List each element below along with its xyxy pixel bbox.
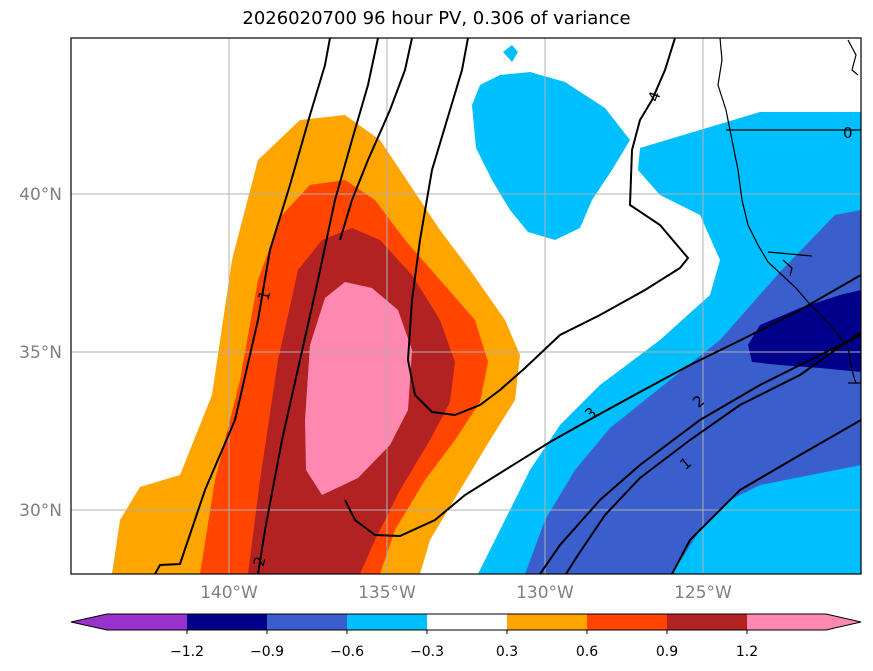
colorbar-bin [267, 614, 347, 630]
filled-contours [112, 45, 861, 574]
contour-label: 1 [254, 288, 274, 302]
plot-frame [70, 37, 862, 575]
x-tick-labels: 140°W 135°W 130°W 125°W [200, 583, 732, 603]
contour-1-east [671, 419, 861, 574]
colorbar-bin [747, 614, 826, 630]
pv-contours [154, 38, 861, 574]
contour-4 [406, 38, 690, 417]
colorbar-outline [70, 613, 862, 631]
y-tick-label: 40°N [19, 185, 62, 205]
colorbar-bin [507, 614, 587, 630]
contour-label: 2 [250, 555, 270, 569]
colorbar-bin [587, 614, 667, 630]
colorbar-label: 0.3 [496, 644, 518, 660]
map-title: 2026020700 96 hour PV, 0.306 of variance [242, 8, 631, 29]
y-tick-label: 35°N [19, 343, 62, 363]
contour-2-east [539, 334, 861, 574]
anomaly-fill-1.2 [305, 282, 412, 495]
x-tick-label: 140°W [200, 583, 258, 603]
y-tick-labels: 40°N 35°N 30°N [19, 185, 62, 521]
contour-3 [565, 331, 861, 574]
contour-label: 4 [644, 89, 664, 104]
contour-3-loop [339, 38, 413, 241]
x-tick-label: 125°W [674, 583, 732, 603]
x-tick-label: 130°W [516, 583, 574, 603]
contour-2-west [257, 38, 379, 574]
colorbar-bin [427, 614, 507, 630]
colorbar-label: 0.6 [576, 644, 598, 660]
colorbar: −1.2 −0.9 −0.6 −0.3 0.3 0.6 0.9 1.2 [70, 613, 862, 660]
anomaly-fill-minus-0.3-blob [503, 45, 518, 62]
contour-label: 0 [843, 124, 853, 142]
colorbar-min-extend [71, 614, 107, 630]
colorbar-bin [347, 614, 427, 630]
contour-1 [154, 38, 331, 574]
colorbar-bin [187, 614, 267, 630]
colorbar-bin [667, 614, 747, 630]
colorbar-label: −0.9 [250, 644, 284, 660]
colorbar-label: −1.2 [170, 644, 204, 660]
x-tick-label: 135°W [358, 583, 416, 603]
y-tick-label: 30°N [19, 501, 62, 521]
contour-2-loop [344, 274, 861, 538]
colorbar-bin [107, 614, 187, 630]
anomaly-fill-minus-0.6 [525, 210, 861, 574]
anomaly-fill-minus-0.3-north [472, 72, 630, 240]
colorbar-label: 1.2 [736, 644, 758, 660]
colorbar-max-extend [826, 614, 861, 630]
colorbar-label: −0.6 [330, 644, 364, 660]
colorbar-label: −0.3 [410, 644, 444, 660]
coastline [717, 38, 861, 385]
colorbar-label: 0.9 [656, 644, 678, 660]
gridlines [71, 38, 861, 574]
